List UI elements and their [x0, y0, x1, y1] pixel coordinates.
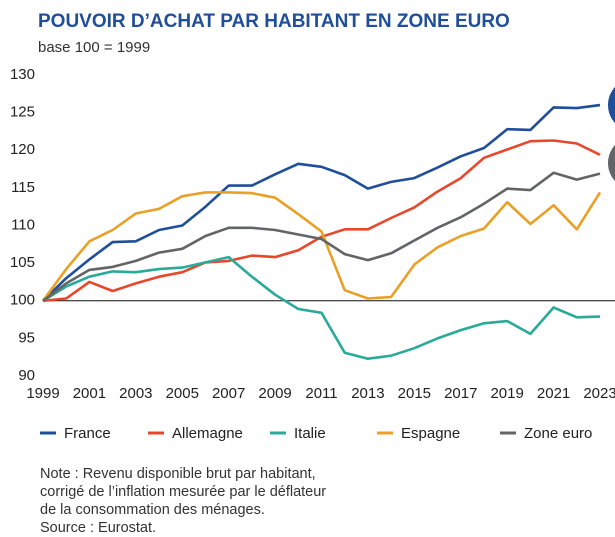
x-tick-label: 2011: [305, 385, 337, 402]
y-tick-label: 120: [10, 141, 35, 158]
x-tick-label: 2021: [537, 385, 570, 402]
series-line: [42, 255, 601, 360]
series-line: [41, 191, 602, 302]
legend-label: Allemagne: [172, 425, 243, 442]
x-tick-label: 2003: [119, 385, 152, 402]
series-line: [42, 139, 601, 303]
legend-label: Italie: [294, 425, 326, 442]
series-line: [42, 103, 601, 302]
x-tick-label: 2019: [490, 385, 523, 402]
y-tick-label: 105: [10, 254, 35, 271]
y-tick-label: 100: [10, 292, 35, 309]
note: Source : Eurostat.: [40, 520, 156, 536]
x-tick-label: 2013: [351, 385, 384, 402]
x-tick-label: 2017: [444, 385, 477, 402]
chart-subtitle: base 100 = 1999: [38, 39, 150, 56]
y-tick-label: 130: [10, 66, 35, 83]
chart-title: POUVOIR D’ACHAT PAR HABITANT EN ZONE EUR…: [38, 11, 510, 32]
y-tick-label: 110: [11, 216, 35, 233]
x-tick-label: 2023: [583, 385, 615, 402]
x-tick-label: 2007: [212, 385, 245, 402]
x-tick-label: 2001: [73, 385, 106, 402]
x-tick-label: 2015: [398, 385, 431, 402]
note: Note : Revenu disponible brut par habita…: [40, 466, 316, 482]
series-line: [42, 171, 601, 302]
badge: [608, 86, 615, 124]
x-tick-label: 1999: [26, 385, 59, 402]
note: de la consommation des ménages.: [40, 502, 265, 518]
y-tick-label: 125: [10, 104, 35, 121]
legend-label: France: [64, 425, 111, 442]
y-tick-label: 115: [11, 179, 35, 196]
x-tick-label: 2009: [258, 385, 291, 402]
y-tick-label: 90: [18, 367, 35, 384]
y-tick-label: 95: [18, 329, 35, 346]
note: corrigé de l’inflation mesurée par le dé…: [40, 484, 326, 500]
x-tick-label: 2005: [166, 385, 199, 402]
legend-label: Espagne: [401, 425, 460, 442]
badge: [608, 144, 615, 182]
legend-label: Zone euro: [524, 425, 592, 442]
